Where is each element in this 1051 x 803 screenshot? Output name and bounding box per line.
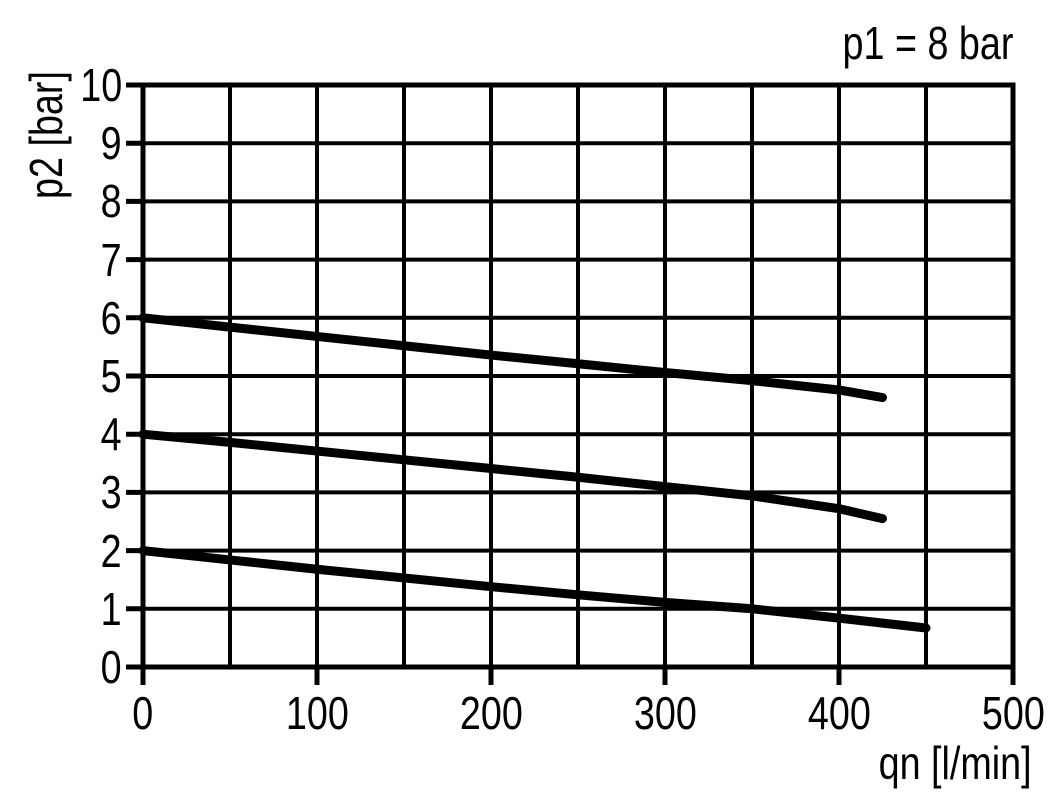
y-tick-label: 5 <box>101 350 122 402</box>
x-tick-label: 200 <box>459 687 523 739</box>
x-tick-label: 400 <box>807 687 871 739</box>
y-tick-label: 6 <box>101 291 122 344</box>
chart-title-text: p1 = 8 bar <box>842 17 1013 69</box>
curve-set-pressure-4-bar <box>138 429 887 524</box>
y-tick-label: 4 <box>101 408 122 461</box>
chart-title: p1 = 8 bar <box>805 20 1013 66</box>
x-axis-label: qn [l/min] <box>845 740 1032 786</box>
curve-set-pressure-6-bar <box>138 313 887 403</box>
y-tick-label: 1 <box>101 582 122 635</box>
x-tick-label: 0 <box>132 687 154 739</box>
y-tick-label: 8 <box>101 175 122 228</box>
y-tick-label: 10 <box>80 59 122 111</box>
y-tick-label: 0 <box>101 641 122 693</box>
x-tick-label: 100 <box>285 687 349 739</box>
y-tick-label: 2 <box>101 524 122 577</box>
x-axis-label-text: qn [l/min] <box>878 737 1032 789</box>
y-tick-label: 3 <box>101 466 122 519</box>
x-tick-label: 300 <box>633 687 697 739</box>
y-tick-label: 7 <box>101 233 122 286</box>
y-tick-label: 9 <box>101 117 122 170</box>
curve-set-pressure-2-bar <box>138 546 931 633</box>
x-tick-label: 500 <box>981 687 1045 739</box>
